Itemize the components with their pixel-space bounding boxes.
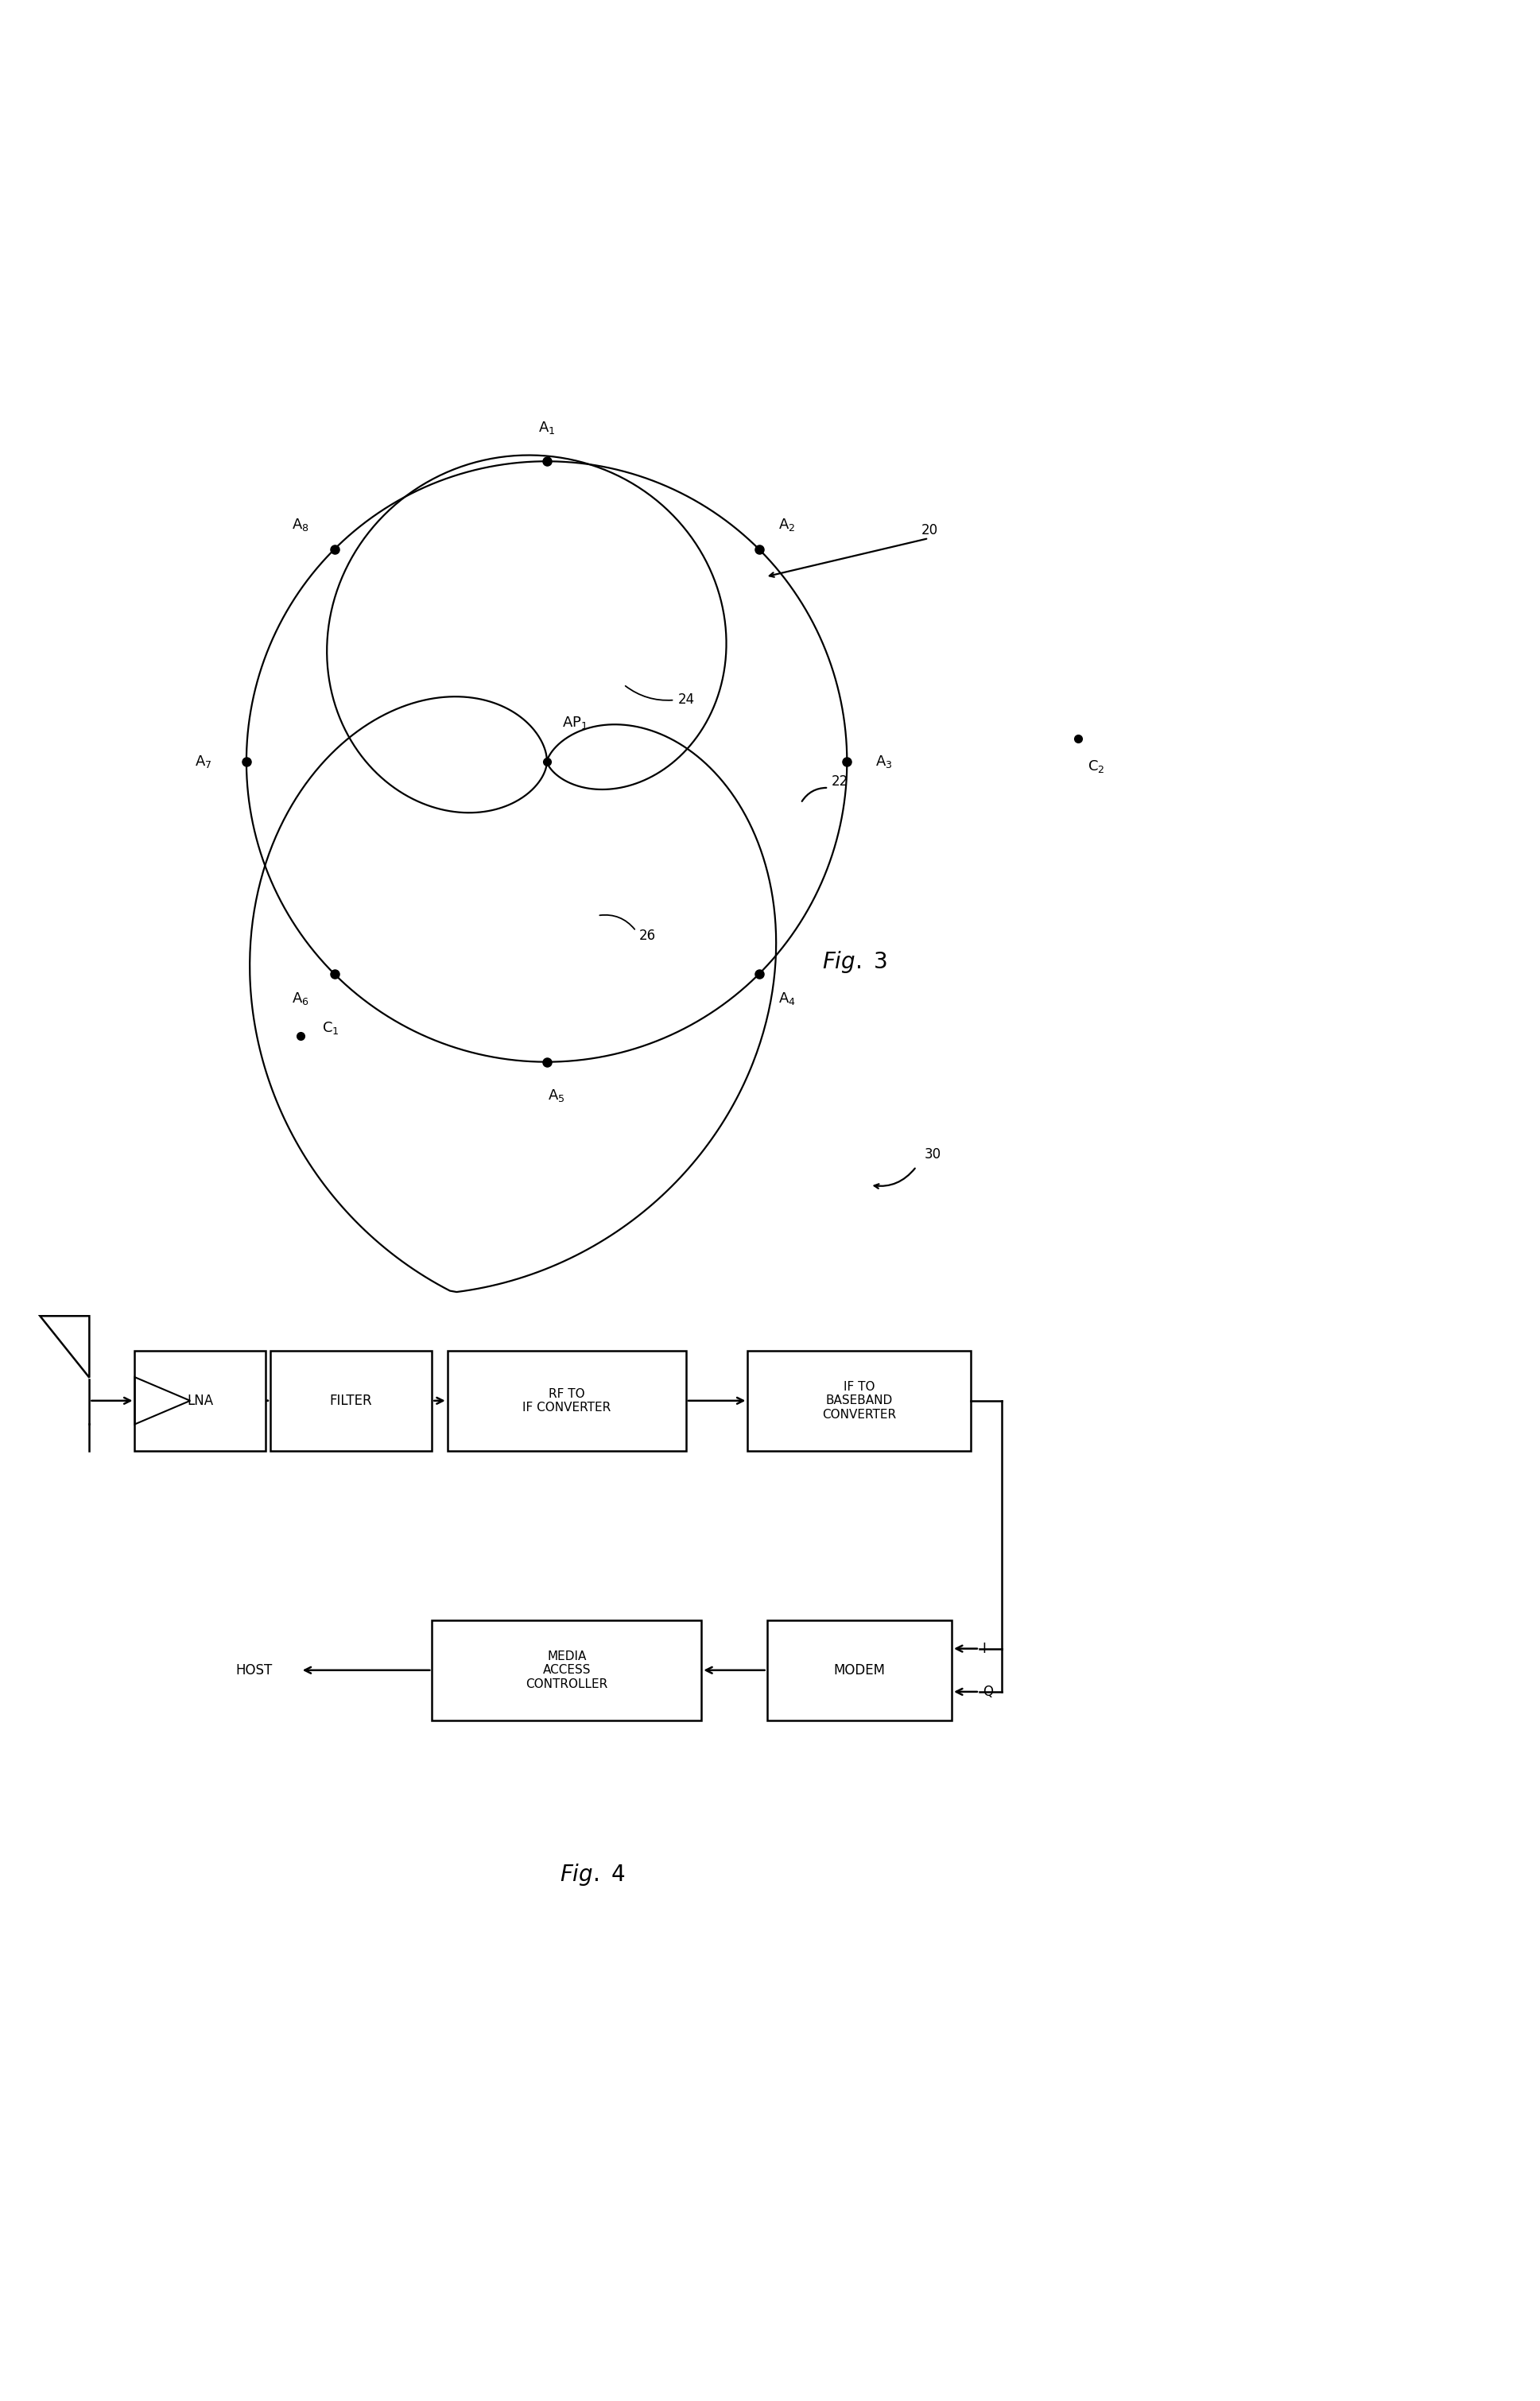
Text: $\mathrm{A}_{5}$: $\mathrm{A}_{5}$	[547, 1088, 565, 1104]
Text: 20: 20	[921, 523, 938, 538]
Bar	[748, 1352, 972, 1450]
Text: $\mathrm{C}_2$: $\mathrm{C}_2$	[1087, 759, 1104, 773]
Text: $\mathrm{A}_{7}$: $\mathrm{A}_{7}$	[194, 754, 213, 771]
Text: LNA: LNA	[186, 1393, 214, 1407]
Text: RF TO
IF CONVERTER: RF TO IF CONVERTER	[522, 1388, 611, 1414]
Bar	[447, 1352, 687, 1450]
Text: MODEM: MODEM	[833, 1664, 886, 1678]
Bar	[431, 1621, 702, 1719]
Text: $\mathit{Fig.}\ 3$: $\mathit{Fig.}\ 3$	[822, 948, 887, 975]
Text: $\mathrm{A}_{4}$: $\mathrm{A}_{4}$	[778, 992, 796, 1006]
Text: $\mathrm{AP}_1$: $\mathrm{AP}_1$	[562, 715, 588, 730]
Text: $\mathrm{A}_{1}$: $\mathrm{A}_{1}$	[537, 420, 556, 435]
Text: 22: 22	[832, 776, 849, 790]
Text: HOST: HOST	[236, 1664, 273, 1678]
Text: 26: 26	[639, 929, 656, 944]
Text: 30: 30	[924, 1148, 941, 1162]
Text: FILTER: FILTER	[330, 1393, 373, 1407]
Bar	[271, 1352, 433, 1450]
Text: 24: 24	[678, 694, 695, 708]
Text: Q: Q	[983, 1686, 993, 1700]
Text: $\mathrm{A}_{3}$: $\mathrm{A}_{3}$	[875, 754, 893, 771]
Text: $\mathit{Fig.}\ 4$: $\mathit{Fig.}\ 4$	[561, 1863, 625, 1887]
Text: $\mathrm{A}_{2}$: $\mathrm{A}_{2}$	[778, 516, 795, 533]
Text: $\mathrm{A}_{6}$: $\mathrm{A}_{6}$	[293, 992, 310, 1006]
Text: $\mathrm{A}_{8}$: $\mathrm{A}_{8}$	[293, 516, 310, 533]
Bar	[767, 1621, 952, 1719]
Text: I: I	[983, 1642, 987, 1657]
Bar	[136, 1352, 265, 1450]
Text: MEDIA
ACCESS
CONTROLLER: MEDIA ACCESS CONTROLLER	[525, 1649, 608, 1690]
Text: IF TO
BASEBAND
CONVERTER: IF TO BASEBAND CONVERTER	[822, 1381, 896, 1421]
Text: $\mathrm{C}_1$: $\mathrm{C}_1$	[322, 1020, 339, 1035]
